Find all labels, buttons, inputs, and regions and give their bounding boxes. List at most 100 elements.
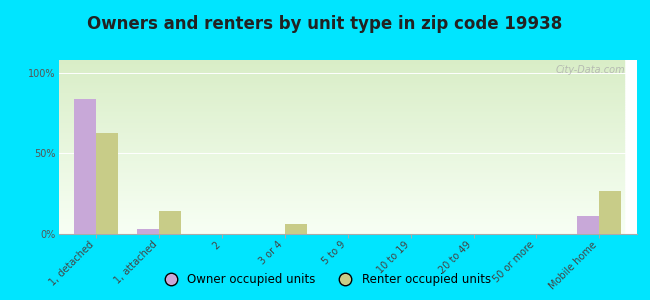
Bar	[58, 142, 625, 143]
Bar	[159, 212, 181, 234]
Bar	[58, 143, 625, 145]
Bar	[58, 175, 625, 177]
Bar	[58, 124, 625, 126]
Bar	[58, 98, 625, 100]
Bar	[58, 82, 625, 84]
Bar	[58, 86, 625, 88]
Bar	[58, 133, 625, 135]
Bar	[58, 97, 625, 98]
Bar	[58, 230, 625, 232]
Bar	[58, 152, 625, 154]
Bar	[58, 199, 625, 201]
Bar	[58, 218, 625, 220]
Bar	[58, 217, 625, 218]
Bar	[58, 232, 625, 234]
Bar	[58, 135, 625, 137]
Bar	[58, 158, 625, 159]
Bar	[58, 91, 625, 93]
Bar	[58, 187, 625, 189]
Bar	[577, 216, 599, 234]
Bar	[58, 140, 625, 142]
Bar	[58, 161, 625, 163]
Text: City-Data.com: City-Data.com	[556, 65, 625, 75]
Bar	[58, 208, 625, 210]
Bar	[58, 114, 625, 116]
Bar	[58, 222, 625, 224]
Bar	[58, 60, 625, 62]
Bar	[58, 126, 625, 128]
Bar	[58, 103, 625, 105]
Bar	[58, 121, 625, 123]
Bar	[58, 93, 625, 95]
Bar	[58, 95, 625, 97]
Bar	[58, 138, 625, 140]
Bar	[58, 81, 625, 82]
Bar	[58, 151, 625, 152]
Bar	[58, 164, 625, 166]
Bar	[58, 184, 625, 185]
Bar	[58, 206, 625, 208]
Bar	[58, 227, 625, 229]
Bar	[137, 229, 159, 234]
Bar	[58, 156, 625, 158]
Bar	[74, 99, 96, 234]
Bar	[58, 77, 625, 79]
Bar	[58, 178, 625, 180]
Bar	[58, 177, 625, 178]
Bar	[58, 117, 625, 119]
Bar	[58, 224, 625, 225]
Bar	[58, 84, 625, 86]
Bar	[58, 166, 625, 168]
Legend: Owner occupied units, Renter occupied units: Owner occupied units, Renter occupied un…	[154, 269, 496, 291]
Bar	[58, 147, 625, 149]
Bar	[58, 204, 625, 206]
Text: Owners and renters by unit type in zip code 19938: Owners and renters by unit type in zip c…	[87, 15, 563, 33]
Bar	[58, 225, 625, 227]
Bar	[58, 196, 625, 197]
Bar	[58, 76, 625, 77]
Bar	[58, 123, 625, 124]
Bar	[58, 69, 625, 70]
Bar	[58, 130, 625, 131]
Bar	[58, 203, 625, 204]
Bar	[58, 79, 625, 81]
Bar	[58, 212, 625, 213]
Bar	[58, 109, 625, 110]
Bar	[58, 185, 625, 187]
Bar	[58, 110, 625, 112]
Bar	[58, 201, 625, 203]
Bar	[58, 116, 625, 117]
Bar	[58, 220, 625, 222]
Bar	[58, 145, 625, 147]
Bar	[58, 100, 625, 102]
Bar	[58, 128, 625, 130]
Bar	[58, 70, 625, 72]
Bar	[58, 180, 625, 182]
Bar	[58, 131, 625, 133]
Bar	[58, 88, 625, 90]
Bar	[599, 190, 621, 234]
Bar	[58, 171, 625, 173]
Bar	[58, 105, 625, 107]
Bar	[285, 224, 307, 234]
Bar	[58, 168, 625, 170]
Bar	[58, 192, 625, 194]
Bar	[58, 64, 625, 65]
Bar	[58, 74, 625, 76]
Bar	[58, 136, 625, 138]
Bar	[58, 182, 625, 184]
Bar	[58, 102, 625, 103]
Bar	[96, 133, 118, 234]
Bar	[58, 149, 625, 151]
Bar	[58, 173, 625, 175]
Bar	[58, 65, 625, 67]
Bar	[58, 169, 625, 171]
Bar	[58, 197, 625, 199]
Bar	[58, 90, 625, 91]
Bar	[58, 112, 625, 114]
Bar	[58, 72, 625, 74]
Bar	[58, 119, 625, 121]
Bar	[58, 210, 625, 212]
Bar	[58, 215, 625, 217]
Bar	[58, 67, 625, 69]
